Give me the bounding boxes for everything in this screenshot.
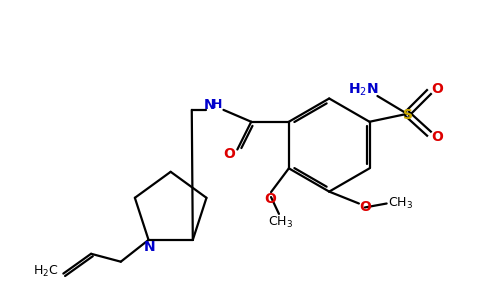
Text: H$_2$C: H$_2$C [33, 264, 58, 279]
Text: S: S [403, 108, 413, 122]
Text: CH$_3$: CH$_3$ [388, 196, 413, 211]
Text: N: N [204, 98, 215, 112]
Text: O: O [224, 148, 235, 161]
Text: CH$_3$: CH$_3$ [268, 215, 293, 230]
Text: O: O [264, 192, 276, 206]
Text: H: H [212, 98, 223, 111]
Text: O: O [431, 130, 443, 144]
Text: N: N [144, 240, 155, 254]
Text: O: O [359, 200, 371, 214]
Text: O: O [431, 82, 443, 96]
Text: H$_2$N: H$_2$N [348, 82, 379, 98]
